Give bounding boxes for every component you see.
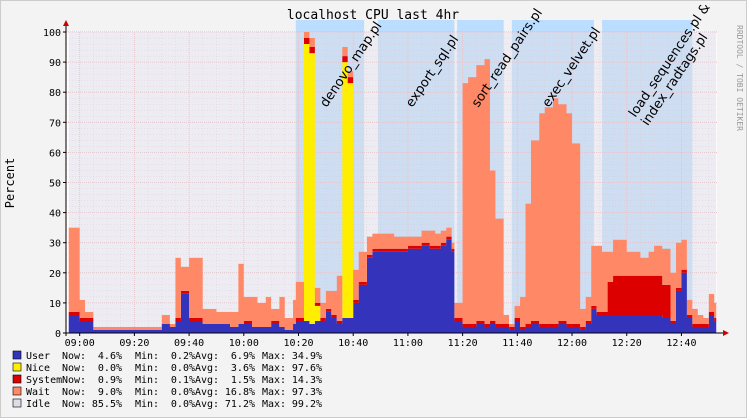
- legend-value: 0.0%: [171, 399, 195, 410]
- y-tick-label: 90: [49, 58, 61, 69]
- legend-key: Max:: [262, 363, 286, 374]
- legend-swatch: [12, 374, 22, 384]
- legend-key: Min:: [135, 351, 159, 362]
- legend-value: 9.0%: [98, 387, 122, 398]
- legend-value: 0.9%: [98, 375, 122, 386]
- watermark: RRDTOOL / TOBI OETIKER: [735, 25, 744, 131]
- legend-value: 3.6%: [231, 363, 255, 374]
- y-tick-label: 40: [49, 209, 61, 220]
- y-tick-label: 70: [49, 118, 61, 129]
- legend-row-idle: Idle Now: 85.5% Min: 0.0% Avg: 71.2% Max: 99.2%: [12, 398, 322, 410]
- legend-value: 14.3%: [292, 375, 322, 386]
- legend-row-nice: Nice Now: 0.0% Min: 0.0% Avg: 3.6% Max: 97.6%: [12, 362, 322, 374]
- y-tick-label: 10: [49, 299, 61, 310]
- legend-series-name: User: [26, 351, 50, 362]
- x-tick-label: 09:00: [65, 338, 95, 349]
- legend-key: Avg:: [195, 399, 219, 410]
- x-tick-label: 09:20: [119, 338, 149, 349]
- legend-row-wait: Wait Now: 9.0% Min: 0.0% Avg: 16.8% Max: 97.3%: [12, 386, 322, 398]
- legend-value: 34.9%: [292, 351, 322, 362]
- legend-key: Max:: [262, 351, 286, 362]
- legend-key: Now:: [62, 375, 86, 386]
- legend-key: Min:: [135, 387, 159, 398]
- legend-value: 16.8%: [225, 387, 255, 398]
- x-tick-label: 10:00: [229, 338, 259, 349]
- y-axis-label: Percent: [3, 158, 17, 209]
- legend-value: 71.2%: [225, 399, 255, 410]
- legend-key: Min:: [135, 399, 159, 410]
- x-tick-label: 11:20: [448, 338, 478, 349]
- legend-row-user: User Now: 4.6% Min: 0.2% Avg: 6.9% Max: 34.9%: [12, 350, 322, 362]
- x-tick-label: 11:40: [502, 338, 532, 349]
- legend-value: 4.6%: [98, 351, 122, 362]
- legend-key: Max:: [262, 399, 286, 410]
- legend-row-system: System Now: 0.9% Min: 0.1% Avg: 1.5% Max: 14.3%: [12, 374, 322, 386]
- legend-value: 0.2%: [171, 351, 195, 362]
- y-axis-arrow: [63, 20, 69, 26]
- legend-swatch: [12, 350, 22, 360]
- legend-swatch: [12, 362, 22, 372]
- plot-area: 0 10 20 30 40 50 60 70 80 90 100 09:00 09:20 09:40 10:…: [43, 1, 729, 349]
- x-tick-label: 12:00: [557, 338, 587, 349]
- x-tick-label: 11:00: [393, 338, 423, 349]
- legend-key: Now:: [62, 387, 86, 398]
- legend-value: 97.3%: [292, 387, 322, 398]
- legend-key: Now:: [62, 351, 86, 362]
- x-tick-label: 10:40: [338, 338, 368, 349]
- x-tick-label: 12:20: [612, 338, 642, 349]
- legend-value: 85.5%: [92, 399, 122, 410]
- legend-key: Now:: [62, 363, 86, 374]
- area-system: [68, 38, 717, 330]
- x-tick-label: 09:40: [174, 338, 204, 349]
- legend-value: 0.0%: [98, 363, 122, 374]
- legend-swatch: [12, 386, 22, 396]
- y-tick-label: 30: [49, 239, 61, 250]
- legend-series-name: Nice: [26, 363, 50, 374]
- legend-key: Avg:: [195, 363, 219, 374]
- y-tick-label: 100: [43, 28, 61, 39]
- x-tick-label: 10:20: [283, 338, 313, 349]
- legend-value: 0.1%: [171, 375, 195, 386]
- legend-value: 1.5%: [231, 375, 255, 386]
- legend-swatch: [12, 398, 22, 408]
- area-wait: [68, 32, 717, 330]
- chart-title: localhost CPU last 4hr: [287, 8, 459, 23]
- x-tick-label: 12:40: [666, 338, 696, 349]
- legend-key: Avg:: [195, 387, 219, 398]
- y-tick-label: 0: [55, 329, 61, 340]
- legend-key: Min:: [135, 375, 159, 386]
- y-tick-label: 20: [49, 269, 61, 280]
- legend-key: Avg:: [195, 375, 219, 386]
- legend-key: Now:: [62, 399, 86, 410]
- legend-series-name: System: [26, 375, 62, 386]
- legend: User Now: 4.6% Min: 0.2% Avg: 6.9% Max: 34.9%Nic…: [12, 350, 322, 410]
- area-idle: [68, 32, 717, 327]
- legend-key: Avg:: [195, 351, 219, 362]
- legend-series-name: Idle: [26, 399, 50, 410]
- y-tick-label: 50: [49, 179, 61, 190]
- legend-value: 99.2%: [292, 399, 322, 410]
- x-axis-arrow: [723, 330, 729, 336]
- y-tick-label: 80: [49, 88, 61, 99]
- legend-key: Max:: [262, 375, 286, 386]
- legend-value: 97.6%: [292, 363, 322, 374]
- y-tick-label: 60: [49, 148, 61, 159]
- legend-value: 6.9%: [231, 351, 255, 362]
- legend-key: Max:: [262, 387, 286, 398]
- area-user: [68, 239, 717, 333]
- legend-key: Min:: [135, 363, 159, 374]
- legend-value: 0.0%: [171, 387, 195, 398]
- legend-series-name: Wait: [26, 387, 50, 398]
- legend-value: 0.0%: [171, 363, 195, 374]
